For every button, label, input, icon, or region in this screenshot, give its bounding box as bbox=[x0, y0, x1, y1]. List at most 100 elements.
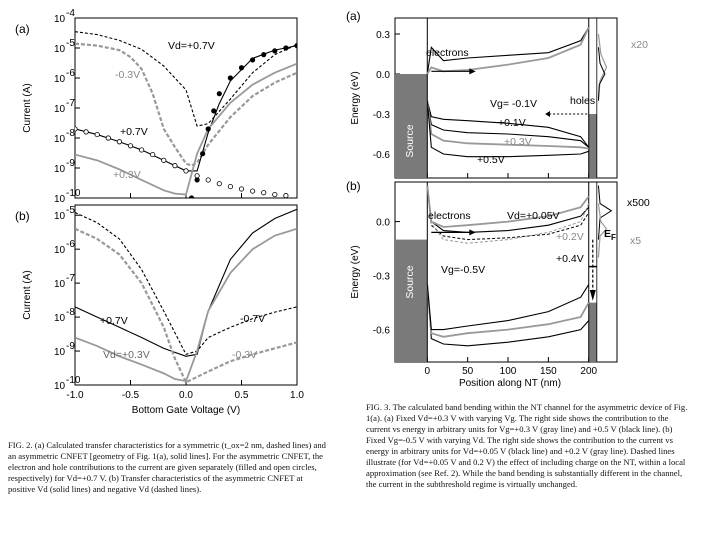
fig2a-point-5-12 bbox=[205, 177, 211, 183]
fig3b-label-vg: Vg=-0.5V bbox=[441, 264, 485, 276]
fig2a-ylabel: Current (A) bbox=[22, 83, 33, 132]
fig3a-source-block bbox=[395, 74, 428, 178]
fig3a-label-vg4: +0.5V bbox=[477, 154, 505, 166]
fig3b-source-block bbox=[395, 239, 428, 362]
fig3a-x-tick-marks bbox=[426, 173, 590, 178]
fig2a-ytick-label-0: 10 bbox=[54, 14, 66, 25]
fig2a-point-5-19 bbox=[283, 193, 289, 198]
fig3a-drain-label: Drain bbox=[607, 131, 619, 156]
fig2a-point-5-2 bbox=[94, 131, 100, 138]
fig3b-label-electrons: electrons bbox=[428, 210, 471, 222]
fig3b-ytick-label-0: 0.0 bbox=[376, 218, 390, 229]
fig3a-series-1 bbox=[426, 100, 590, 148]
fig3b-source-label: Source bbox=[404, 265, 416, 298]
fig2b-ytick-label-0: 10 bbox=[54, 211, 66, 222]
fig3b-xtick-label-1: 50 bbox=[462, 366, 474, 377]
fig3a-holes-arrowhead bbox=[545, 111, 550, 117]
fig3a-label-scale: x20 bbox=[631, 39, 648, 51]
fig2a-y-ticks: 10-410-510-610-710-810-910-10 bbox=[54, 8, 81, 205]
fig3b-drain-block bbox=[588, 302, 597, 362]
fig2a-ytick-label-1: 10 bbox=[54, 44, 66, 55]
fig3a-cb-0 bbox=[426, 27, 590, 75]
fig3b-label-vd2: +0.2V bbox=[556, 231, 584, 243]
fig2b-xtick-label-2: 0.0 bbox=[179, 390, 193, 401]
fig2a-point-4-5 bbox=[216, 91, 222, 97]
fig3b-ylabel: Energy (eV) bbox=[350, 245, 361, 298]
fig2a-plot-area bbox=[75, 31, 297, 198]
fig2b-label-pos07: +0.7V bbox=[100, 315, 128, 327]
fig2b-ytick-label-4: 10 bbox=[54, 347, 66, 358]
fig3a-label-vg2: +0.1V bbox=[498, 117, 526, 129]
fig3a-series-2 bbox=[426, 100, 589, 150]
fig3b-drain-label: Drain bbox=[607, 302, 619, 327]
fig2a-point-5-9 bbox=[172, 163, 178, 169]
fig2a-point-5-4 bbox=[116, 139, 123, 145]
fig2b-series-0 bbox=[75, 208, 297, 357]
fig2b-label-neg03: -0.3V bbox=[232, 349, 257, 361]
fig2a-point-5-0 bbox=[75, 126, 78, 132]
fig2a-point-5-1 bbox=[83, 129, 89, 135]
fig3b-electron-arrowhead bbox=[469, 229, 476, 236]
fig3b-frame bbox=[394, 181, 618, 363]
fig2b-letter: (b) bbox=[15, 209, 30, 223]
fig2b-xtick-label-0: -1.0 bbox=[66, 390, 84, 401]
fig2-caption: FIG. 2. (a) Calculated transfer characte… bbox=[8, 440, 326, 494]
fig2a-point-4-2 bbox=[200, 151, 206, 157]
fig2a-ytick-exp-6: -10 bbox=[66, 188, 81, 199]
fig3b-dashed-0 bbox=[426, 185, 590, 241]
fig2b-ytick-label-1: 10 bbox=[54, 245, 66, 256]
fig3-panel-b: (b) 0.0 -0.3 -0.6 0 50 100 150 200 electrons V… bbox=[346, 179, 650, 377]
fig3a-series-3 bbox=[426, 100, 589, 158]
fig3b-series-0 bbox=[426, 284, 590, 347]
fig2b-ylabel: Current (A) bbox=[22, 270, 33, 319]
fig3b-label-vd3: +0.4V bbox=[556, 253, 584, 265]
fig3a-label-vg1: Vg= -0.1V bbox=[490, 98, 537, 110]
fig3b-cb-0 bbox=[426, 185, 590, 233]
fig3a-series-0 bbox=[426, 100, 590, 148]
fig2a-point-5-16 bbox=[250, 188, 256, 194]
fig2a-point-4-10 bbox=[272, 48, 278, 54]
fig3b-dashed-1 bbox=[426, 185, 590, 244]
fig2b-plot-area bbox=[75, 208, 297, 384]
fig2a-series-2 bbox=[75, 45, 297, 172]
fig2b-ytick-label-3: 10 bbox=[54, 313, 66, 324]
fig2a-point-4-1 bbox=[194, 177, 200, 183]
fig2a-label-pos03: +0.3V bbox=[113, 169, 141, 181]
fig3b-series-2 bbox=[426, 284, 590, 331]
fig2a-ytick-label-4: 10 bbox=[54, 134, 66, 145]
fig3-panel-a: (a) 0.3 0.0 -0.3 -0.6 electrons holes Vg= -… bbox=[346, 9, 648, 179]
fig2a-point-5-18 bbox=[272, 191, 278, 198]
fig3a-cb-1 bbox=[426, 26, 590, 75]
fig2b-ytick-exp-0: -5 bbox=[66, 205, 75, 216]
fig2b-ytick-exp-5: -10 bbox=[66, 375, 81, 386]
fig2b-ytick-label-5: 10 bbox=[54, 381, 66, 392]
fig2a-point-4-3 bbox=[205, 126, 211, 132]
fig3a-plot-area bbox=[395, 18, 608, 178]
fig2b-label-neg07: -0.7V bbox=[240, 313, 265, 325]
fig2a-ytick-label-6: 10 bbox=[54, 194, 66, 205]
fig2a-point-4-9 bbox=[261, 52, 267, 58]
fig3b-spectrum-black bbox=[597, 185, 613, 240]
fig3b-ef-arrowhead bbox=[589, 290, 596, 301]
fig3a-spectrum-black bbox=[597, 47, 606, 101]
fig2a-label-pos07: +0.7V bbox=[120, 126, 148, 138]
fig2b-ytick-exp-3: -8 bbox=[66, 307, 75, 318]
fig2b-series-1 bbox=[75, 212, 297, 355]
fig3a-label-electrons: electrons bbox=[426, 47, 469, 59]
fig2a-ytick-label-3: 10 bbox=[54, 104, 66, 115]
fig2b-xtick-label-3: 0.5 bbox=[235, 390, 249, 401]
fig2a-point-4-11 bbox=[283, 45, 289, 51]
fig2a-ytick-exp-0: -4 bbox=[66, 8, 75, 19]
fig2a-letter: (a) bbox=[15, 22, 30, 36]
fig2a-ytick-exp-1: -5 bbox=[66, 38, 75, 49]
fig2-panel-a: (a) 10-410-510-610-710-810-910-10 Vd=+0.… bbox=[15, 8, 298, 205]
fig3b-xtick-label-3: 150 bbox=[540, 366, 557, 377]
fig3b-label-scale2: x5 bbox=[630, 235, 641, 247]
fig2a-point-5-14 bbox=[227, 183, 233, 190]
fig2a-point-5-11 bbox=[194, 173, 200, 179]
fig2a-point-5-15 bbox=[238, 186, 245, 192]
fig3a-source-label: Source bbox=[404, 124, 416, 157]
fig2a-point-5-17 bbox=[261, 190, 267, 196]
fig2-panel-b: (b) 10-510-610-710-810-910-10 -1.0 -0.5 0.… bbox=[15, 204, 304, 401]
